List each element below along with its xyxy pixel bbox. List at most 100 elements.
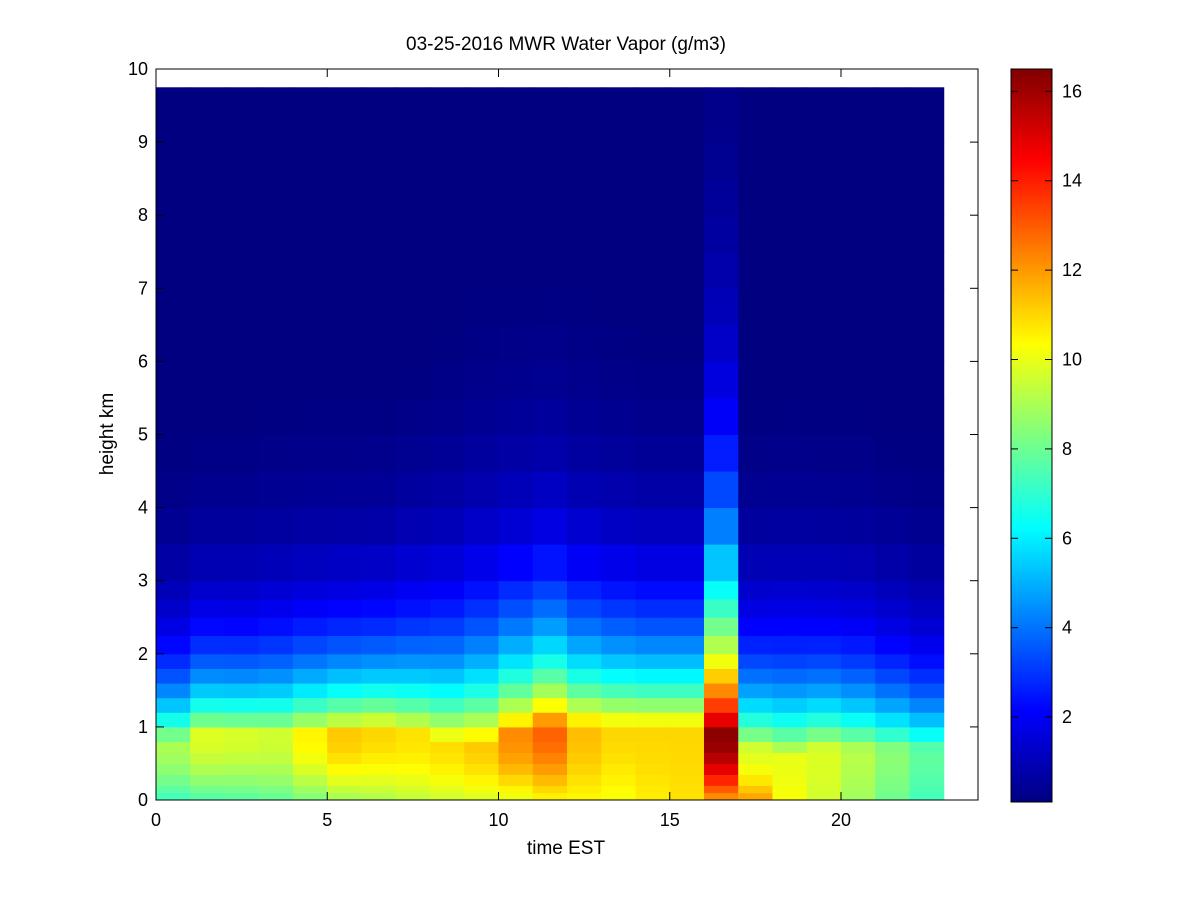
heatmap-cell (327, 635, 362, 655)
heatmap-cell (704, 726, 739, 743)
heatmap-cell (156, 288, 191, 326)
heatmap-cell (464, 683, 499, 699)
heatmap-cell (875, 598, 910, 618)
heatmap-cell (806, 507, 842, 545)
heatmap-cell (224, 580, 260, 600)
heatmap-cell (498, 712, 534, 728)
heatmap-cell (875, 288, 910, 326)
heatmap-cell (258, 617, 294, 637)
y-tick-label: 2 (138, 644, 148, 664)
heatmap-cell (430, 785, 465, 794)
heatmap-cell (806, 288, 842, 326)
heatmap-cell (772, 763, 808, 775)
heatmap-cell (156, 434, 191, 472)
heatmap-cell (738, 288, 773, 326)
heatmap-cell (156, 507, 191, 545)
heatmap-cell (841, 215, 876, 253)
heatmap-cell (704, 397, 739, 435)
heatmap-cell (395, 752, 431, 764)
heatmap-cell (532, 434, 568, 472)
heatmap-cell (738, 507, 773, 545)
heatmap-cell (532, 324, 568, 362)
heatmap-cell (532, 752, 568, 764)
heatmap-cell (430, 683, 465, 699)
heatmap-cell (327, 288, 362, 326)
heatmap-cell (875, 635, 910, 655)
heatmap-cell (361, 434, 397, 472)
heatmap-cell (704, 635, 739, 655)
heatmap-cell (190, 215, 225, 253)
heatmap-cell (704, 752, 739, 764)
heatmap-cell (635, 763, 671, 775)
heatmap-cell (738, 471, 773, 509)
heatmap-cell (669, 471, 705, 509)
heatmap-cell (293, 178, 328, 216)
heatmap-cell (430, 697, 465, 713)
heatmap-cell (635, 87, 671, 143)
heatmap-cell (635, 544, 671, 582)
heatmap-cell (224, 712, 260, 728)
colorbar-tick-label: 14 (1062, 171, 1082, 191)
heatmap-cell (156, 617, 191, 637)
heatmap-cell (190, 288, 225, 326)
heatmap-cell (567, 617, 602, 637)
heatmap-cell (567, 87, 602, 143)
heatmap-cell (327, 752, 362, 764)
heatmap-cell (156, 397, 191, 435)
heatmap-cell (361, 635, 397, 655)
heatmap-cell (601, 598, 636, 618)
heatmap-cell (909, 763, 945, 775)
heatmap-cell (875, 361, 910, 399)
heatmap-cell (738, 361, 773, 399)
heatmap-cell (841, 792, 876, 801)
heatmap-cell (361, 617, 397, 637)
heatmap-cell (738, 683, 773, 699)
heatmap-cell (293, 653, 328, 669)
heatmap-cell (909, 617, 945, 637)
heatmap-cell (875, 251, 910, 289)
heatmap-cell (395, 697, 431, 713)
heatmap-cell (806, 741, 842, 753)
heatmap-cell (841, 653, 876, 669)
heatmap-cell (567, 697, 602, 713)
colorbar-tick-label: 4 (1062, 618, 1072, 638)
heatmap-cell (738, 580, 773, 600)
heatmap-cell (327, 87, 362, 143)
heatmap-cell (875, 763, 910, 775)
heatmap-cell (601, 251, 636, 289)
heatmap-cell (498, 87, 534, 143)
heatmap-cell (738, 434, 773, 472)
heatmap-cell (327, 434, 362, 472)
heatmap-cell (875, 142, 910, 180)
y-axis-ticks: 0 1 2 3 4 5 6 7 8 9 10 (128, 59, 978, 810)
heatmap-cell (224, 635, 260, 655)
heatmap-cell (430, 598, 465, 618)
heatmap-cell (395, 635, 431, 655)
heatmap-cell (875, 397, 910, 435)
heatmap-cell (190, 397, 225, 435)
heatmap-cell (327, 774, 362, 786)
heatmap-cell (841, 752, 876, 764)
heatmap-cell (258, 324, 294, 362)
heatmap-cell (430, 653, 465, 669)
heatmap-cell (224, 361, 260, 399)
heatmap-cell (567, 580, 602, 600)
heatmap-cell (395, 397, 431, 435)
heatmap-cell (464, 215, 499, 253)
heatmap-cell (430, 471, 465, 509)
heatmap-cell (395, 215, 431, 253)
heatmap-cell (532, 507, 568, 545)
heatmap-cell (909, 635, 945, 655)
heatmap-cell (498, 178, 534, 216)
colorbar-ticks: 2 4 6 8 10 12 14 16 (1011, 81, 1082, 727)
heatmap-cell (327, 142, 362, 180)
heatmap-cell (293, 87, 328, 143)
heatmap-cell (361, 544, 397, 582)
heatmap-cell (156, 697, 191, 713)
heatmap-cell (156, 215, 191, 253)
heatmap-cell (738, 87, 773, 143)
heatmap-cell (532, 142, 568, 180)
heatmap-cell (704, 507, 739, 545)
heatmap-cell (361, 712, 397, 728)
